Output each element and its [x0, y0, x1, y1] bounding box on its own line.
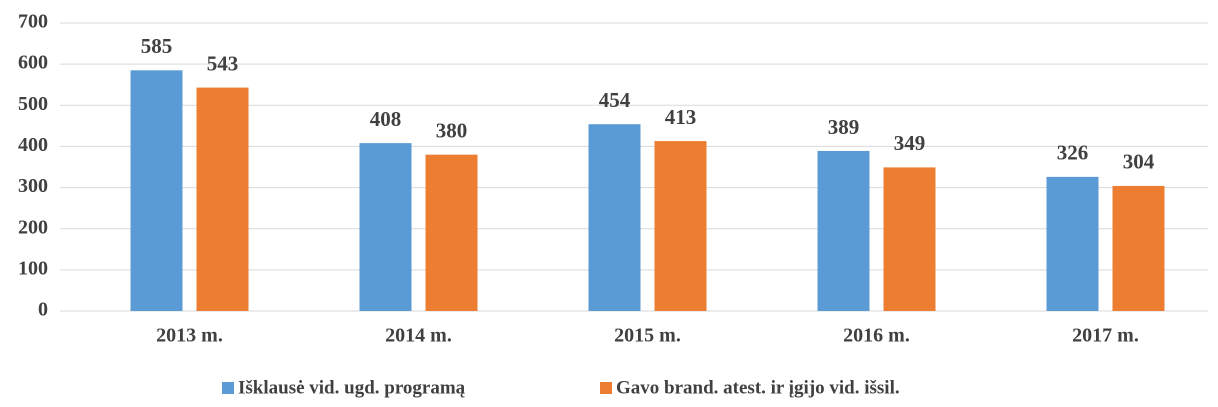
- data-label: 408: [370, 107, 402, 131]
- data-label: 389: [828, 115, 860, 139]
- data-label: 349: [894, 131, 926, 155]
- bar: [1046, 176, 1099, 311]
- data-label: 543: [207, 51, 239, 75]
- y-tick-label: 100: [18, 257, 48, 279]
- bar: [1112, 185, 1165, 311]
- x-tick-label: 2014 m.: [385, 325, 452, 347]
- x-tick-label: 2015 m.: [614, 325, 681, 347]
- y-tick-label: 0: [38, 299, 48, 321]
- bar: [196, 87, 249, 311]
- x-tick-label: 2013 m.: [156, 325, 223, 347]
- data-label: 326: [1057, 141, 1089, 165]
- data-label: 413: [665, 105, 697, 129]
- bar: [817, 150, 870, 311]
- y-tick-label: 200: [18, 216, 48, 238]
- legend-label: Gavo brand. atest. ir įgijo vid. išsil.: [616, 377, 900, 398]
- data-label: 304: [1123, 150, 1155, 174]
- y-tick-label: 300: [18, 175, 48, 197]
- bar: [883, 167, 936, 311]
- data-label: 380: [436, 118, 468, 142]
- bar: [654, 141, 707, 311]
- y-tick-label: 700: [18, 11, 48, 33]
- legend-label: Išklausė vid. ugd. programą: [238, 377, 466, 398]
- x-tick-label: 2017 m.: [1072, 325, 1139, 347]
- legend-swatch: [222, 382, 234, 394]
- y-tick-label: 500: [18, 93, 48, 115]
- y-tick-label: 600: [18, 52, 48, 74]
- y-tick-label: 400: [18, 134, 48, 156]
- bar: [425, 154, 478, 311]
- bar: [130, 70, 183, 311]
- data-label: 585: [141, 34, 173, 58]
- legend-swatch: [600, 382, 612, 394]
- x-tick-label: 2016 m.: [843, 325, 910, 347]
- data-label: 454: [599, 88, 631, 112]
- bar: [588, 124, 641, 311]
- bar: [359, 143, 412, 311]
